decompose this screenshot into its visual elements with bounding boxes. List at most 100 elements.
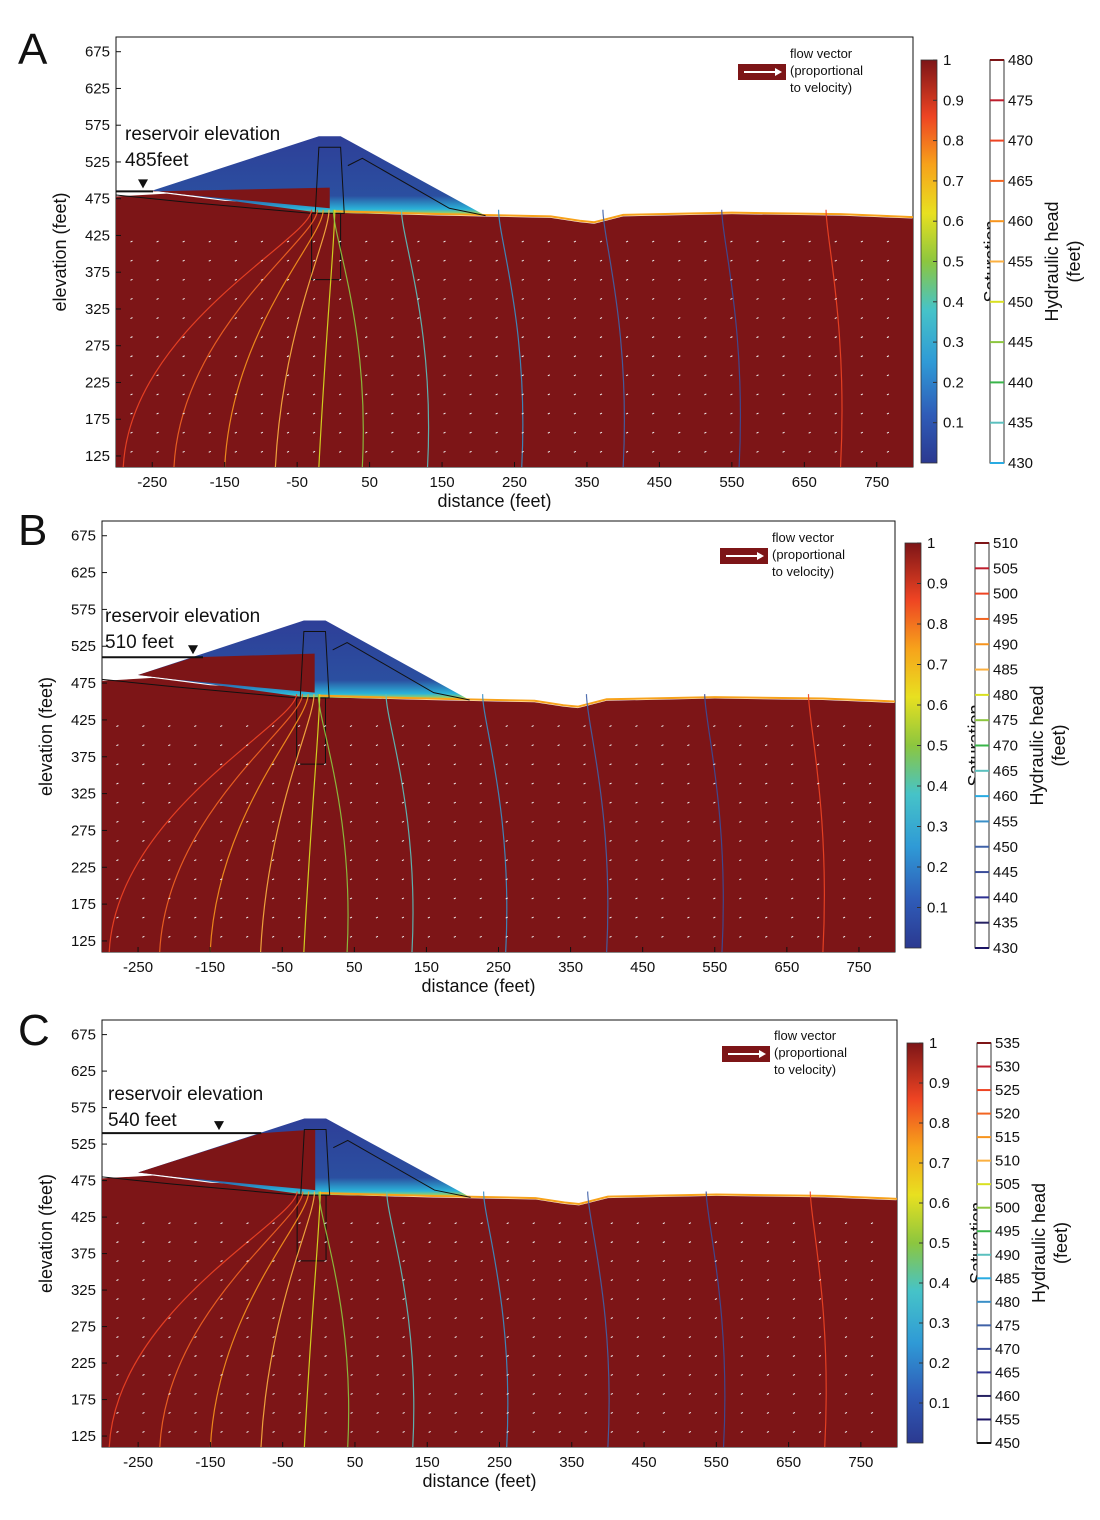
flow-vector xyxy=(662,1298,666,1301)
flow-vector xyxy=(312,240,316,243)
flow-vector xyxy=(818,1374,822,1376)
flow-vector xyxy=(323,916,327,919)
flow-vector xyxy=(168,1241,171,1244)
flow-vector xyxy=(599,259,603,262)
flow-vector xyxy=(194,935,197,938)
flow-vector xyxy=(506,1260,509,1263)
flow-vector xyxy=(402,1430,405,1433)
flow-vector xyxy=(220,878,223,881)
y-tick-label: 525 xyxy=(71,638,96,655)
flow-vector xyxy=(156,297,159,300)
flow-vector xyxy=(142,820,145,823)
flow-vector xyxy=(868,897,872,900)
flow-vector xyxy=(636,1336,640,1338)
flow-vector xyxy=(480,1298,483,1301)
flow-vector xyxy=(156,278,159,281)
flow-vector xyxy=(688,1298,692,1301)
flow-vector xyxy=(505,725,508,728)
x-tick-label: -250 xyxy=(123,959,153,976)
flow-vector xyxy=(220,1355,223,1357)
flow-vector xyxy=(376,1336,379,1338)
flow-vector xyxy=(714,1411,718,1414)
flow-vector xyxy=(609,782,612,785)
flow-vector xyxy=(870,1260,874,1263)
flow-vector xyxy=(260,393,264,396)
flow-vector xyxy=(349,763,353,766)
head-label-units: (feet) xyxy=(1064,240,1084,282)
flow-vector xyxy=(870,1374,874,1376)
flow-vector xyxy=(116,1411,119,1414)
flow-vector xyxy=(573,240,577,243)
flow-vector xyxy=(739,782,742,785)
flow-vector xyxy=(818,1392,822,1395)
flow-vector xyxy=(116,820,119,823)
flow-vector xyxy=(842,744,846,747)
flow-vector xyxy=(635,801,638,804)
flow-vector xyxy=(844,1392,848,1395)
flow-vector xyxy=(142,916,145,919)
flow-vector xyxy=(375,801,379,804)
flow-vector xyxy=(808,412,811,415)
flow-vector xyxy=(739,840,742,842)
head-contour xyxy=(602,209,625,467)
flow-vector xyxy=(714,1374,718,1376)
head-tick-label: 430 xyxy=(993,940,1018,957)
flow-vector xyxy=(678,393,681,396)
flow-vector xyxy=(636,1374,640,1376)
flow-vector xyxy=(391,355,394,358)
reservoir-level-marker xyxy=(188,645,198,655)
flow-vector xyxy=(610,1336,614,1338)
flow-vector xyxy=(428,1374,431,1376)
flow-vector xyxy=(156,412,159,415)
flow-vector xyxy=(816,763,820,766)
flow-vector xyxy=(808,259,811,262)
y-tick-label: 275 xyxy=(71,822,96,839)
flow-vector xyxy=(583,801,586,804)
flow-vector xyxy=(286,297,290,300)
legend-text: flow vector xyxy=(790,46,853,61)
flow-vector xyxy=(495,374,498,377)
y-tick-label: 675 xyxy=(85,44,110,61)
flow-vector xyxy=(402,1279,405,1282)
flow-vector xyxy=(116,1298,119,1301)
flow-vector xyxy=(678,278,681,281)
flow-vector xyxy=(443,412,446,415)
flow-vector xyxy=(156,240,159,243)
x-tick-label: 350 xyxy=(558,959,583,976)
flow-vector xyxy=(245,725,249,728)
flow-vector xyxy=(428,1241,431,1244)
flow-vector xyxy=(312,278,316,281)
flow-vector xyxy=(350,1279,353,1282)
flow-vector xyxy=(234,297,238,300)
head-tick-label: 530 xyxy=(995,1059,1020,1076)
flow-vector xyxy=(834,393,837,396)
x-tick-label: -150 xyxy=(195,1454,225,1471)
wet-surface-band xyxy=(318,1191,897,1205)
flow-vector xyxy=(298,1241,301,1244)
y-tick-label: 275 xyxy=(85,338,110,355)
flow-vector xyxy=(635,859,638,862)
flow-vector xyxy=(557,801,560,804)
flow-vector xyxy=(324,1336,327,1338)
flow-vector xyxy=(818,1317,822,1319)
head-contour xyxy=(260,694,315,952)
x-tick-label: 350 xyxy=(574,474,599,491)
flow-vector xyxy=(443,355,446,358)
flow-vector xyxy=(521,336,524,339)
y-tick-label: 175 xyxy=(71,1392,96,1409)
saturation-tick-label: 0.9 xyxy=(927,576,948,593)
flow-vector xyxy=(558,1317,561,1319)
flow-vector xyxy=(688,1392,692,1395)
flow-vector xyxy=(298,1260,301,1263)
flow-vector xyxy=(625,259,629,262)
saturation-tick-label: 0.1 xyxy=(943,415,964,432)
flow-vector xyxy=(704,412,707,415)
flow-vector xyxy=(469,431,472,434)
flow-vector xyxy=(860,450,864,453)
y-tick-label: 525 xyxy=(71,1136,96,1153)
flow-vector xyxy=(116,840,119,842)
flow-vector xyxy=(375,935,379,938)
flow-vector xyxy=(609,763,612,766)
flow-vector xyxy=(182,393,185,396)
flow-vector xyxy=(792,1355,796,1357)
